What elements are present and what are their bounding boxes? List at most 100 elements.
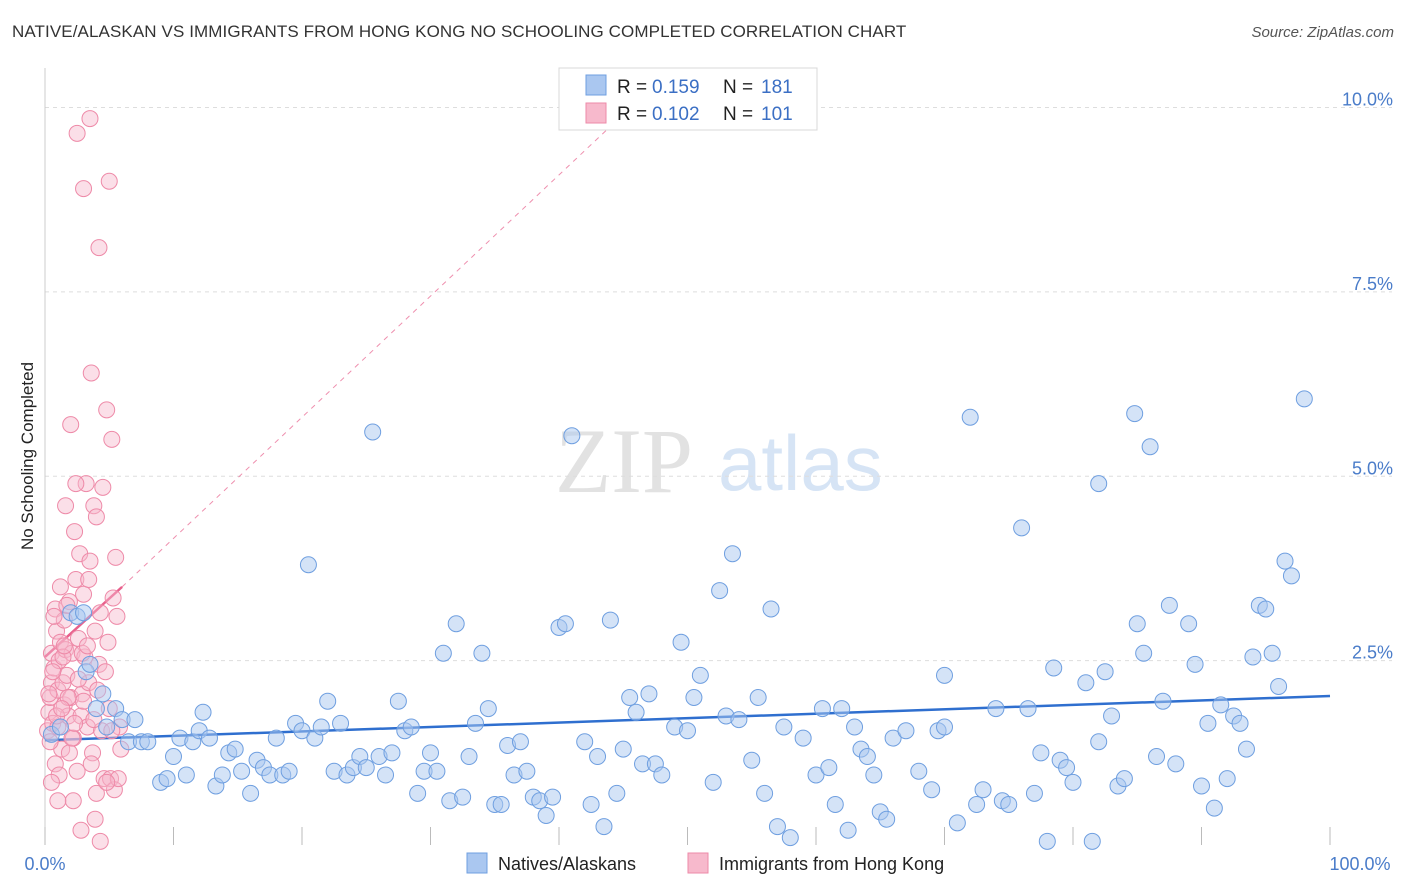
data-point-pink bbox=[91, 832, 109, 850]
bottom-legend-label-pink: Immigrants from Hong Kong bbox=[719, 854, 944, 874]
data-point-blue bbox=[974, 781, 992, 799]
data-point-blue bbox=[267, 729, 285, 747]
data-point-blue bbox=[299, 556, 317, 574]
data-point-blue bbox=[858, 748, 876, 765]
data-point-pink bbox=[87, 784, 105, 802]
data-point-blue bbox=[672, 633, 690, 651]
data-point-blue bbox=[1276, 552, 1294, 570]
data-point-blue bbox=[1083, 832, 1101, 850]
data-point-blue bbox=[233, 762, 251, 780]
data-point-blue bbox=[987, 700, 1005, 718]
y-tick-label: 7.5% bbox=[1352, 274, 1393, 294]
data-point-blue bbox=[98, 718, 116, 736]
data-point-blue bbox=[1257, 600, 1275, 618]
data-point-pink bbox=[86, 622, 104, 640]
data-point-pink bbox=[108, 607, 126, 625]
data-point-blue bbox=[1032, 744, 1050, 762]
data-point-pink bbox=[68, 762, 86, 780]
data-point-pink bbox=[53, 700, 71, 718]
data-point-blue bbox=[839, 821, 857, 839]
data-point-pink bbox=[81, 110, 99, 128]
data-point-blue bbox=[357, 759, 375, 777]
data-point-blue bbox=[820, 759, 838, 777]
data-point-blue bbox=[1103, 707, 1121, 725]
data-point-blue bbox=[1218, 770, 1236, 788]
data-point-blue bbox=[621, 689, 639, 706]
data-point-blue bbox=[936, 666, 953, 684]
data-point-blue bbox=[1263, 644, 1281, 662]
data-point-blue bbox=[1090, 475, 1108, 493]
data-point-pink bbox=[44, 663, 62, 681]
legend-r-label-pink: R = bbox=[617, 104, 647, 125]
data-point-pink bbox=[63, 729, 81, 747]
data-point-blue bbox=[537, 807, 555, 824]
data-point-blue bbox=[544, 788, 562, 806]
data-point-blue bbox=[194, 703, 212, 721]
data-point-blue bbox=[1295, 390, 1313, 408]
bottom-legend-swatch-blue bbox=[466, 852, 488, 874]
data-point-pink bbox=[40, 685, 58, 703]
data-point-blue bbox=[589, 748, 607, 765]
data-point-blue bbox=[511, 733, 529, 751]
data-point-blue bbox=[749, 689, 767, 706]
data-point-blue bbox=[743, 751, 761, 769]
data-point-blue bbox=[389, 692, 407, 710]
data-point-blue bbox=[1212, 696, 1230, 714]
data-point-blue bbox=[409, 784, 427, 802]
data-point-blue bbox=[1135, 644, 1153, 662]
data-point-pink bbox=[104, 589, 122, 607]
data-point-blue bbox=[242, 784, 260, 802]
data-point-blue bbox=[679, 722, 696, 740]
data-point-pink bbox=[77, 475, 95, 493]
data-point-blue bbox=[422, 744, 439, 762]
data-point-blue bbox=[563, 427, 581, 445]
data-point-pink bbox=[100, 172, 118, 190]
data-point-blue bbox=[865, 766, 883, 784]
data-point-pink bbox=[99, 633, 117, 651]
tick-labels: 2.5% 5.0% 7.5% 10.0% 0.0% 100.0% bbox=[24, 90, 1393, 875]
data-point-blue bbox=[685, 689, 703, 706]
data-point-blue bbox=[75, 604, 93, 622]
legend-r-value-blue: 0.159 bbox=[652, 77, 700, 98]
data-point-blue bbox=[730, 711, 748, 729]
data-point-pink bbox=[75, 585, 93, 603]
data-point-blue bbox=[293, 722, 311, 740]
data-point-blue bbox=[447, 615, 465, 633]
data-point-blue bbox=[1186, 655, 1204, 673]
data-point-pink bbox=[66, 523, 84, 541]
data-point-blue bbox=[1148, 748, 1166, 765]
data-point-blue bbox=[968, 795, 986, 813]
data-point-pink bbox=[103, 430, 121, 448]
y-tick-label: 10.0% bbox=[1342, 90, 1393, 110]
data-point-blue bbox=[884, 729, 902, 747]
data-point-pink bbox=[86, 810, 104, 828]
data-point-blue bbox=[1000, 795, 1018, 813]
data-point-blue bbox=[226, 740, 244, 758]
data-point-blue bbox=[756, 784, 774, 802]
data-point-blue bbox=[601, 611, 619, 629]
data-point-blue bbox=[402, 718, 420, 736]
data-point-blue bbox=[383, 744, 401, 762]
data-point-blue bbox=[1237, 740, 1255, 758]
y-tick-label: 2.5% bbox=[1352, 643, 1393, 663]
legend-n-value-pink: 101 bbox=[761, 104, 793, 125]
series-legend: Natives/Alaskans Immigrants from Hong Ko… bbox=[466, 852, 944, 874]
data-point-pink bbox=[55, 637, 73, 655]
correlation-legend: R = 0.159 N = 181 R = 0.102 N = 101 bbox=[558, 67, 818, 131]
data-point-pink bbox=[49, 792, 67, 810]
data-point-pink bbox=[75, 180, 93, 198]
data-point-pink bbox=[62, 416, 80, 434]
data-point-blue bbox=[1038, 832, 1056, 850]
data-point-pink bbox=[67, 571, 85, 588]
data-point-pink bbox=[45, 607, 63, 625]
axes bbox=[44, 68, 1331, 845]
data-point-blue bbox=[139, 733, 157, 751]
bottom-legend-label-blue: Natives/Alaskans bbox=[498, 854, 636, 874]
data-point-pink bbox=[82, 755, 100, 773]
data-point-blue bbox=[1019, 700, 1037, 718]
data-point-blue bbox=[1064, 773, 1082, 791]
data-point-pink bbox=[46, 755, 64, 773]
gridlines bbox=[45, 107, 1392, 662]
data-point-blue bbox=[923, 781, 941, 799]
